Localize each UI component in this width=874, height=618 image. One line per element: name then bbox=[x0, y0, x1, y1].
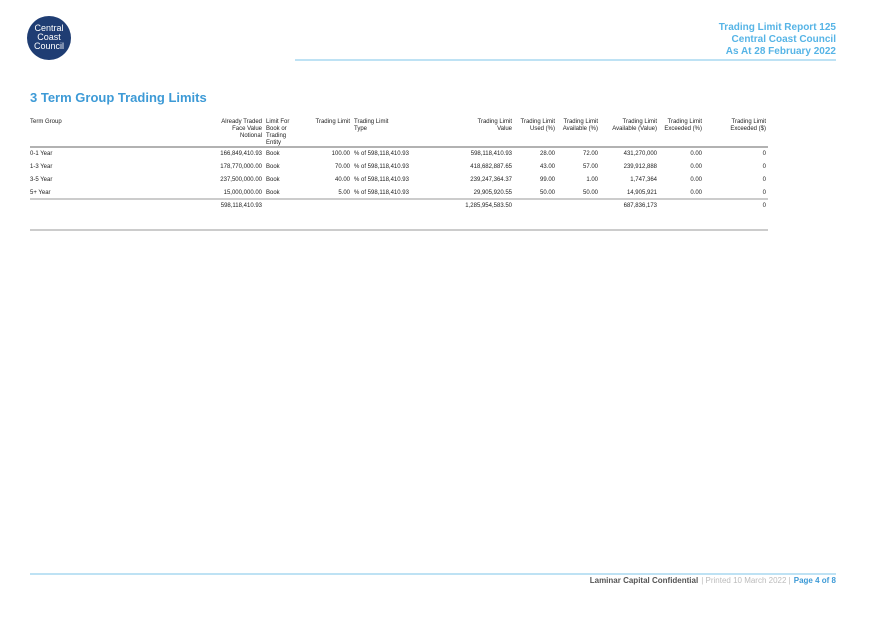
table-cell: 43.00 bbox=[540, 164, 556, 170]
table-cell: % of 598,118,410.93 bbox=[354, 190, 410, 196]
table-cell: 239,912,888 bbox=[624, 164, 658, 170]
table-cell: 14,905,921 bbox=[627, 190, 658, 196]
column-header: Already Traded bbox=[221, 119, 262, 125]
column-header: Trading Limit bbox=[732, 119, 767, 125]
table-cell: 0 bbox=[763, 164, 767, 170]
column-header: Type bbox=[354, 126, 368, 132]
table-cell: % of 598,118,410.93 bbox=[354, 151, 410, 157]
total-cell: 598,118,410.93 bbox=[221, 203, 263, 209]
table-cell: 5+ Year bbox=[30, 190, 51, 196]
table-cell: 431,270,000 bbox=[624, 151, 658, 157]
table-cell: 418,682,887.65 bbox=[470, 164, 512, 170]
column-header: Trading Limit bbox=[354, 119, 389, 125]
column-header: Face Value bbox=[232, 126, 263, 132]
table-cell: 239,247,364.37 bbox=[470, 177, 512, 183]
table-cell: 5.00 bbox=[338, 190, 350, 196]
table-cell: 598,118,410.93 bbox=[471, 151, 513, 157]
section-title: 3 Term Group Trading Limits bbox=[30, 90, 207, 105]
table-cell: 0.00 bbox=[690, 190, 702, 196]
column-header: Limit For bbox=[266, 119, 289, 125]
total-cell: 687,836,173 bbox=[624, 203, 658, 209]
table-cell: Book bbox=[266, 164, 281, 170]
table-cell: 28.00 bbox=[540, 151, 556, 157]
footer-printed: | Printed 10 March 2022 | bbox=[701, 576, 791, 585]
report-header: As At 28 February 2022 bbox=[726, 46, 837, 57]
footer: Laminar Capital Confidential | Printed 10… bbox=[590, 576, 837, 585]
column-header: Available (%) bbox=[563, 126, 598, 132]
table-cell: 166,849,410.93 bbox=[220, 151, 262, 157]
column-header: Trading Limit bbox=[521, 119, 556, 125]
table-cell: 72.00 bbox=[583, 151, 599, 157]
table-cell: 100.00 bbox=[332, 151, 351, 157]
table-cell: % of 598,118,410.93 bbox=[354, 164, 410, 170]
column-header: Trading Limit bbox=[316, 119, 351, 125]
table-cell: 0.00 bbox=[690, 151, 702, 157]
table-cell: 0.00 bbox=[690, 177, 702, 183]
table-cell: 15,000,000.00 bbox=[224, 190, 263, 196]
column-header: Term Group bbox=[30, 119, 62, 125]
table-cell: 0 bbox=[763, 190, 767, 196]
table-cell: 178,770,000.00 bbox=[220, 164, 262, 170]
column-header: Available (Value) bbox=[612, 126, 657, 132]
table-cell: 40.00 bbox=[335, 177, 351, 183]
column-header: Trading bbox=[266, 133, 286, 139]
footer-page: Page 4 of 8 bbox=[794, 576, 837, 585]
table-cell: 1-3 Year bbox=[30, 164, 52, 170]
footer-confidential: Laminar Capital Confidential bbox=[590, 576, 698, 585]
logo-text: Central bbox=[34, 23, 63, 33]
column-header: Trading Limit bbox=[623, 119, 658, 125]
table-cell: Book bbox=[266, 177, 281, 183]
table-cell: 50.00 bbox=[540, 190, 556, 196]
column-header: Book or bbox=[266, 126, 287, 132]
table-cell: 0-1 Year bbox=[30, 151, 52, 157]
table-cell: 50.00 bbox=[583, 190, 599, 196]
column-header: Entity bbox=[266, 140, 281, 146]
table-cell: 237,500,000.00 bbox=[220, 177, 262, 183]
table-cell: 1,747,364 bbox=[630, 177, 657, 183]
total-cell: 0 bbox=[763, 203, 767, 209]
table-cell: 99.00 bbox=[540, 177, 556, 183]
report-header: Trading Limit Report 125 bbox=[719, 22, 837, 33]
column-header: Value bbox=[497, 126, 513, 132]
logo-circle bbox=[27, 16, 71, 60]
column-header: Exceeded ($) bbox=[730, 126, 766, 132]
table-cell: % of 598,118,410.93 bbox=[354, 177, 410, 183]
table-cell: 0.00 bbox=[690, 164, 702, 170]
table-cell: 1.00 bbox=[586, 177, 598, 183]
column-header: Used (%) bbox=[530, 126, 555, 132]
column-header: Notional bbox=[240, 133, 262, 139]
table-cell: 29,905,920.55 bbox=[474, 190, 513, 196]
table-cell: Book bbox=[266, 190, 281, 196]
column-header: Trading Limit bbox=[668, 119, 703, 125]
column-header: Trading Limit bbox=[564, 119, 599, 125]
total-cell: 1,285,954,583.50 bbox=[465, 203, 512, 209]
logo-text: Coast bbox=[37, 32, 61, 42]
table-cell: 3-5 Year bbox=[30, 177, 52, 183]
table-cell: Book bbox=[266, 151, 281, 157]
table-cell: 70.00 bbox=[335, 164, 351, 170]
table-cell: 0 bbox=[763, 151, 767, 157]
report-header: Central Coast Council bbox=[732, 34, 837, 45]
table-cell: 57.00 bbox=[583, 164, 599, 170]
column-header: Exceeded (%) bbox=[664, 126, 702, 132]
table-cell: 0 bbox=[763, 177, 767, 183]
logo-text: Council bbox=[34, 41, 64, 51]
column-header: Trading Limit bbox=[478, 119, 513, 125]
